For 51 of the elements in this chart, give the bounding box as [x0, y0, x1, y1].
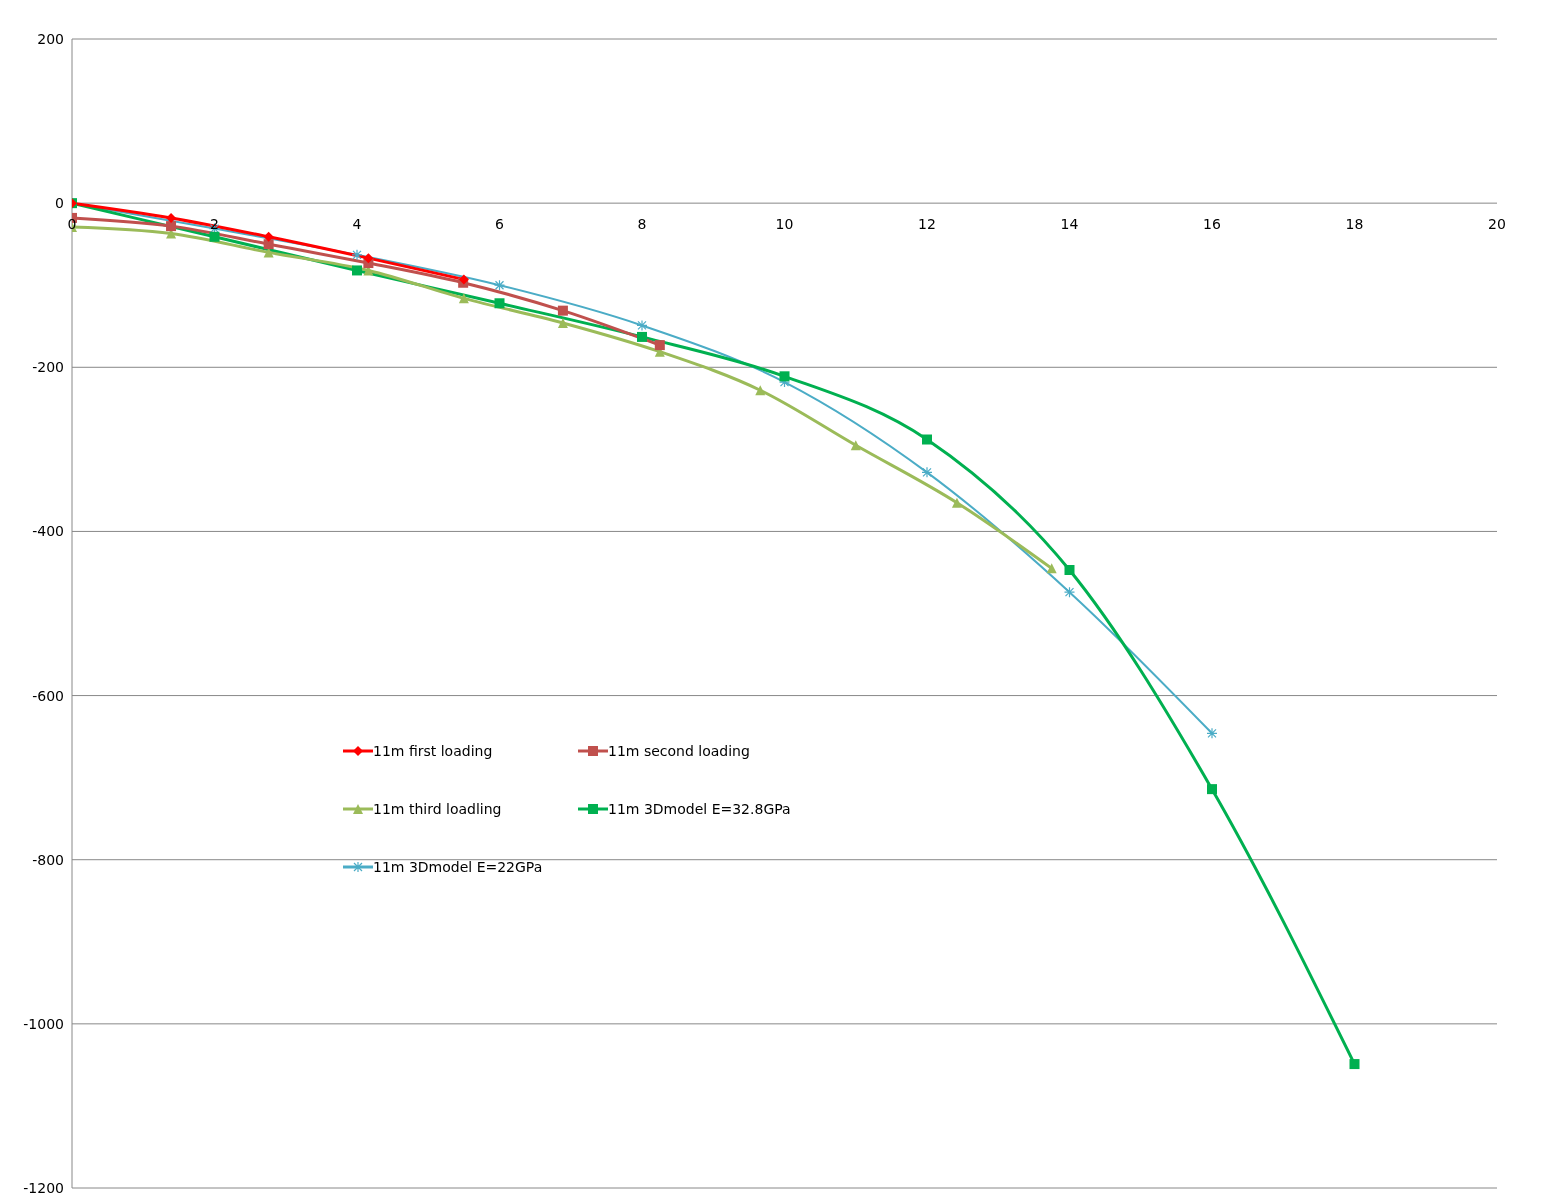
x-tick-label: 4	[352, 216, 362, 233]
legend-label: 11m first loading	[373, 743, 493, 759]
x-tick-label: 20	[1488, 216, 1506, 233]
legend-label: 11m 3Dmodel E=32.8GPa	[608, 801, 791, 817]
point	[922, 434, 932, 445]
legend-label: 11m 3Dmodel E=22GPa	[373, 859, 543, 875]
legend-label: 11m second loading	[608, 743, 750, 759]
x-tick-label: 14	[1060, 216, 1079, 233]
point	[1063, 586, 1076, 598]
x-tick-label: 0	[67, 216, 77, 233]
point	[1207, 784, 1217, 795]
x-tick-label: 12	[918, 216, 936, 233]
point	[1349, 1059, 1360, 1070]
x-tick-label: 6	[495, 216, 505, 233]
y-tick-label: -400	[32, 523, 64, 540]
y-tick-label: -1000	[23, 1015, 64, 1032]
point	[755, 385, 766, 396]
y-tick-label: -800	[32, 851, 64, 868]
y-tick-label: -200	[32, 359, 64, 376]
point	[458, 293, 469, 304]
point	[1046, 563, 1057, 574]
point	[850, 440, 861, 451]
point	[557, 305, 568, 316]
x-tick-label: 18	[1345, 216, 1364, 233]
point	[263, 231, 274, 242]
point	[951, 497, 962, 508]
point	[209, 231, 220, 242]
point	[921, 466, 933, 478]
legend-label: 11m third loadling	[373, 801, 502, 817]
x-tick-label: 16	[1203, 216, 1221, 233]
point	[636, 319, 648, 332]
y-tick-label: -600	[32, 687, 64, 704]
point	[263, 239, 274, 250]
point	[557, 317, 568, 328]
point	[779, 371, 790, 382]
point	[352, 265, 362, 276]
x-tick-label: 8	[637, 216, 647, 233]
y-tick-label: 0	[55, 195, 64, 212]
point	[1064, 565, 1075, 575]
point	[351, 249, 363, 261]
point	[166, 212, 177, 223]
point	[493, 279, 506, 291]
point	[494, 298, 505, 309]
x-tick-label: 10	[775, 216, 794, 233]
point	[637, 331, 647, 342]
point	[654, 340, 665, 351]
y-tick-label: -1200	[23, 1179, 64, 1196]
y-tick-label: 200	[37, 30, 64, 47]
point	[363, 253, 374, 264]
point	[166, 221, 177, 232]
point	[1206, 727, 1218, 739]
